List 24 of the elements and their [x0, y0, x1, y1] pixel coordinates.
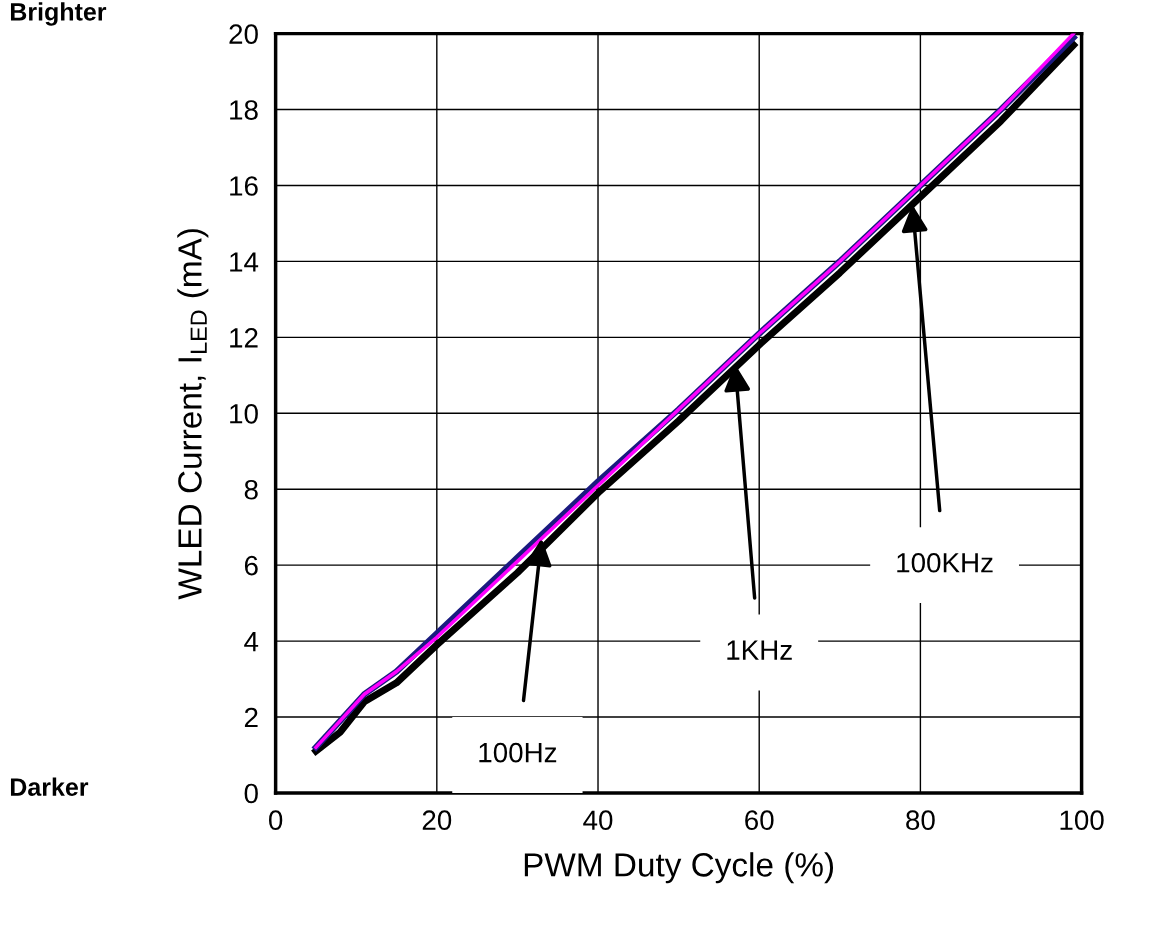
y-tick-label: 0 [244, 783, 258, 804]
x-tick-label: 60 [745, 810, 774, 831]
x-tick-label: 0 [268, 810, 283, 831]
text: Darker [10, 777, 89, 796]
y-tick-label: 10 [230, 403, 258, 424]
y-tick-label: 4 [244, 632, 259, 652]
y-axis-title: WLED Current, I$_{LED}$ (mA) [177, 229, 209, 600]
y-tick-label: 16 [230, 176, 258, 196]
y-tick-label: 14 [230, 252, 259, 272]
x-tick-label: 100 [1060, 810, 1104, 831]
x-tick-label: 20 [422, 810, 452, 831]
x-tick-label: 40 [583, 810, 613, 831]
x-axis-title: PWM Duty Cycle (%) [524, 852, 834, 884]
y-tick-label: 8 [244, 479, 258, 500]
y-tick-label: 12 [230, 328, 258, 348]
annotation: 100KHz [897, 552, 993, 573]
y-tick-label: 2 [244, 707, 258, 728]
text: Brighter [10, 2, 107, 26]
y-tick-label: 18 [230, 100, 258, 120]
annotation: 100Hz [479, 742, 557, 763]
x-tick-label: 80 [906, 810, 935, 831]
y-tick-label: 20 [229, 24, 258, 44]
y-tick-label: 6 [244, 555, 258, 576]
annotation: 1KHz [727, 640, 792, 660]
